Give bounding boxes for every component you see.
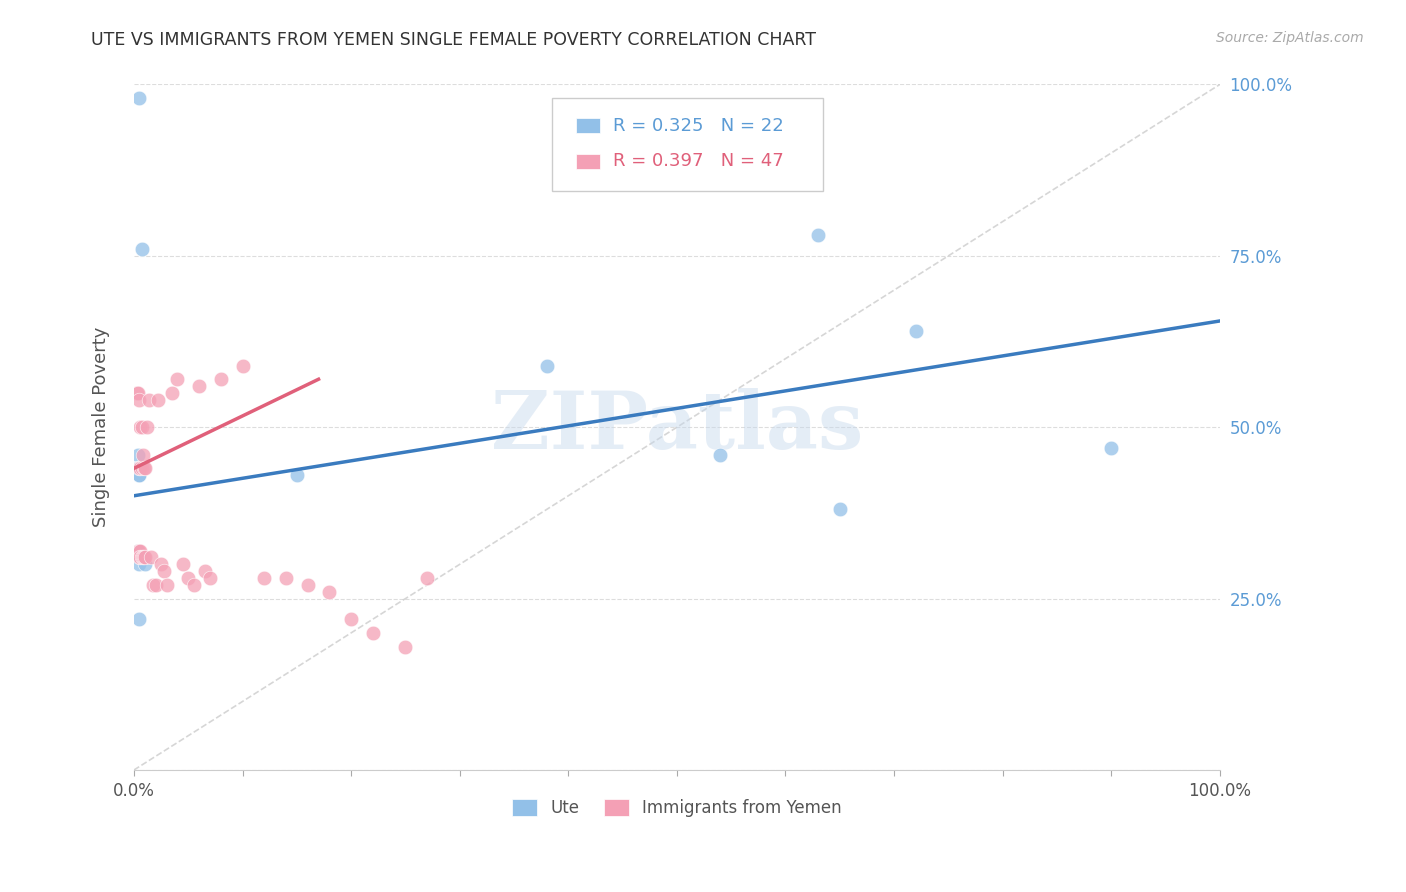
Y-axis label: Single Female Poverty: Single Female Poverty <box>93 327 110 527</box>
Bar <box>576 118 600 133</box>
Point <box>172 558 194 572</box>
Point <box>128 550 150 565</box>
Point <box>209 372 232 386</box>
Point <box>150 558 173 572</box>
Point <box>198 571 221 585</box>
Point <box>807 228 830 243</box>
Point <box>134 461 156 475</box>
Point <box>1099 441 1122 455</box>
Point <box>132 550 155 565</box>
Text: UTE VS IMMIGRANTS FROM YEMEN SINGLE FEMALE POVERTY CORRELATION CHART: UTE VS IMMIGRANTS FROM YEMEN SINGLE FEMA… <box>91 31 817 49</box>
Point <box>128 91 150 105</box>
Point <box>141 550 163 565</box>
Point <box>127 461 149 475</box>
Point <box>131 550 153 565</box>
Point <box>134 550 156 565</box>
Point <box>127 550 149 565</box>
Text: Source: ZipAtlas.com: Source: ZipAtlas.com <box>1216 31 1364 45</box>
Point <box>127 386 149 401</box>
Point <box>340 612 363 626</box>
Point <box>155 578 177 592</box>
Point <box>253 571 276 585</box>
Point <box>153 564 176 578</box>
Point <box>142 578 165 592</box>
Point <box>128 468 150 483</box>
Point <box>127 386 149 401</box>
Point <box>131 550 153 565</box>
Point <box>188 379 211 393</box>
Point <box>145 578 167 592</box>
Point <box>394 640 416 654</box>
Point <box>177 571 200 585</box>
Point <box>127 461 149 475</box>
Legend: Ute, Immigrants from Yemen: Ute, Immigrants from Yemen <box>505 792 849 823</box>
Point <box>129 543 152 558</box>
Bar <box>576 153 600 169</box>
Point <box>128 550 150 565</box>
Point <box>128 558 150 572</box>
Point <box>127 543 149 558</box>
Point <box>828 502 851 516</box>
Point <box>709 448 731 462</box>
Point <box>128 392 150 407</box>
Point <box>160 386 183 401</box>
Point <box>146 392 169 407</box>
Point <box>536 359 558 373</box>
Point <box>128 461 150 475</box>
Point <box>904 324 927 338</box>
Point <box>128 461 150 475</box>
Point <box>128 550 150 565</box>
Point <box>416 571 439 585</box>
Text: ZIPatlas: ZIPatlas <box>491 388 863 467</box>
Point <box>128 543 150 558</box>
Text: R = 0.397   N = 47: R = 0.397 N = 47 <box>613 153 783 170</box>
Point <box>285 468 308 483</box>
Point <box>129 550 152 565</box>
Point <box>297 578 319 592</box>
Point <box>183 578 205 592</box>
Point <box>127 543 149 558</box>
Point <box>132 461 155 475</box>
Point <box>193 564 215 578</box>
FancyBboxPatch shape <box>553 98 824 191</box>
Point <box>127 448 149 462</box>
Point <box>131 420 153 434</box>
Point <box>361 626 384 640</box>
Point <box>134 558 156 572</box>
Point <box>128 468 150 483</box>
Point <box>129 461 152 475</box>
Point <box>138 392 160 407</box>
Point <box>131 448 153 462</box>
Point <box>128 612 150 626</box>
Point <box>166 372 188 386</box>
Point <box>274 571 297 585</box>
Point <box>136 420 159 434</box>
Point <box>131 461 153 475</box>
Point <box>129 420 152 434</box>
Point <box>131 242 153 256</box>
Point <box>231 359 253 373</box>
Text: R = 0.325   N = 22: R = 0.325 N = 22 <box>613 117 783 135</box>
Point <box>318 584 340 599</box>
